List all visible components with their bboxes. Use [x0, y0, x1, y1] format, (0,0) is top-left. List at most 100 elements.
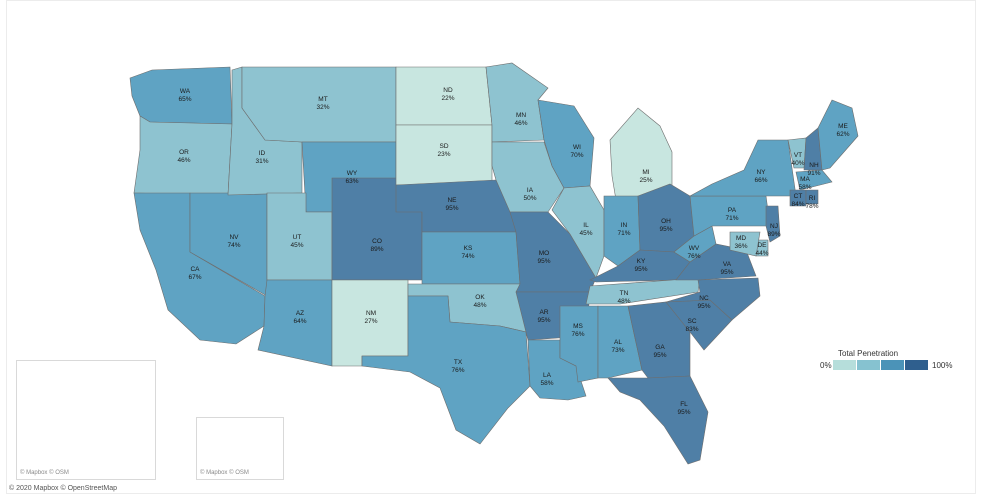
state-value-ca: 67% — [188, 274, 201, 281]
state-label-me: ME — [838, 123, 848, 130]
legend-max-label: 100% — [932, 361, 953, 370]
state-al[interactable] — [597, 305, 643, 379]
state-label-nh: NH — [809, 162, 819, 169]
state-label-nc: NC — [699, 295, 709, 302]
state-md[interactable] — [729, 231, 761, 257]
state-ct[interactable] — [789, 189, 807, 207]
state-value-id: 31% — [255, 158, 268, 165]
state-label-nj: NJ — [770, 223, 778, 230]
state-value-fl: 95% — [677, 409, 690, 416]
state-label-wy: WY — [347, 170, 358, 177]
state-label-in: IN — [621, 222, 628, 229]
legend-swatch-4 — [905, 360, 928, 370]
legend-min-label: 0% — [820, 361, 832, 370]
state-value-nj: 89% — [767, 231, 780, 238]
state-label-mn: MN — [516, 112, 526, 119]
state-ma[interactable] — [795, 169, 833, 191]
state-value-sd: 23% — [437, 151, 450, 158]
alaska-inset-credit: © Mapbox © OSM — [20, 470, 69, 476]
state-value-wi: 70% — [570, 152, 583, 159]
state-label-ks: KS — [464, 245, 473, 252]
state-shapes — [57, 62, 859, 465]
state-label-ar: AR — [539, 309, 548, 316]
state-label-vt: VT — [794, 152, 802, 159]
state-label-fl: FL — [680, 401, 688, 408]
state-value-nm: 27% — [364, 318, 377, 325]
state-value-ne: 95% — [445, 205, 458, 212]
state-value-ct: 84% — [791, 201, 804, 208]
state-label-wv: WV — [689, 245, 700, 252]
state-label-ms: MS — [573, 323, 583, 330]
state-label-ny: NY — [756, 169, 766, 176]
state-label-tx: TX — [454, 359, 463, 366]
state-hi[interactable] — [237, 435, 253, 455]
state-fl[interactable] — [607, 375, 709, 465]
state-value-or: 46% — [177, 157, 190, 164]
state-label-tn: TN — [620, 290, 629, 297]
state-label-id: ID — [259, 150, 266, 157]
state-value-ms: 76% — [571, 331, 584, 338]
state-label-nm: NM — [366, 310, 376, 317]
state-label-oh: OH — [661, 218, 671, 225]
state-value-ia: 50% — [523, 195, 536, 202]
state-value-ut: 45% — [290, 242, 303, 249]
state-value-co: 89% — [370, 246, 383, 253]
state-value-mi: 25% — [639, 177, 652, 184]
state-label-ca: CA — [190, 266, 200, 273]
map-frame — [6, 0, 976, 494]
state-il[interactable] — [551, 185, 605, 279]
state-label-co: CO — [372, 238, 382, 245]
state-wv[interactable] — [673, 225, 717, 263]
state-value-il: 45% — [579, 230, 592, 237]
state-label-de: DE — [757, 242, 767, 249]
state-label-sc: SC — [687, 318, 696, 325]
state-value-mt: 32% — [316, 104, 329, 111]
state-label-ne: NE — [447, 197, 457, 204]
state-value-nc: 95% — [697, 303, 710, 310]
state-value-pa: 71% — [725, 215, 738, 222]
state-label-il: IL — [583, 222, 589, 229]
state-value-ok: 48% — [473, 302, 486, 309]
state-value-az: 64% — [293, 318, 306, 325]
state-value-ar: 95% — [537, 317, 550, 324]
state-nc[interactable] — [665, 277, 761, 321]
legend-title: Total Penetration — [838, 349, 899, 358]
state-label-ia: IA — [527, 187, 534, 194]
state-label-pa: PA — [728, 207, 737, 214]
state-value-in: 71% — [617, 230, 630, 237]
legend-swatch-1 — [833, 360, 856, 370]
state-value-wy: 63% — [345, 178, 358, 185]
state-value-nv: 74% — [227, 242, 240, 249]
state-label-ok: OK — [475, 294, 485, 301]
state-label-va: VA — [723, 261, 732, 268]
state-value-sc: 83% — [685, 326, 698, 333]
state-nj[interactable] — [765, 205, 781, 243]
state-label-mt: MT — [318, 96, 327, 103]
state-value-md: 36% — [734, 243, 747, 250]
state-value-al: 73% — [611, 347, 624, 354]
state-tx[interactable] — [361, 295, 531, 445]
state-label-nd: ND — [443, 87, 453, 94]
state-value-mo: 95% — [537, 258, 550, 265]
state-value-ky: 95% — [634, 266, 647, 273]
state-value-tn: 48% — [617, 298, 630, 305]
legend-swatch-3 — [881, 360, 904, 370]
state-label-md: MD — [736, 235, 746, 242]
state-value-ma: 58% — [798, 184, 811, 191]
state-label-ri: RI — [809, 195, 816, 202]
state-label-or: OR — [179, 149, 189, 156]
state-value-tx: 76% — [451, 367, 464, 374]
state-ri[interactable] — [805, 189, 819, 205]
state-value-oh: 95% — [659, 226, 672, 233]
state-label-mi: MI — [642, 169, 649, 176]
state-ny[interactable] — [689, 139, 797, 197]
state-label-mo: MO — [539, 250, 549, 257]
state-label-ky: KY — [637, 258, 646, 265]
state-label-la: LA — [543, 372, 552, 379]
state-mi[interactable] — [609, 107, 673, 201]
state-value-nh: 91% — [807, 170, 820, 177]
state-value-mn: 46% — [514, 120, 527, 127]
hawaii-inset-credit: © Mapbox © OSM — [200, 470, 249, 476]
state-value-va: 95% — [720, 269, 733, 276]
